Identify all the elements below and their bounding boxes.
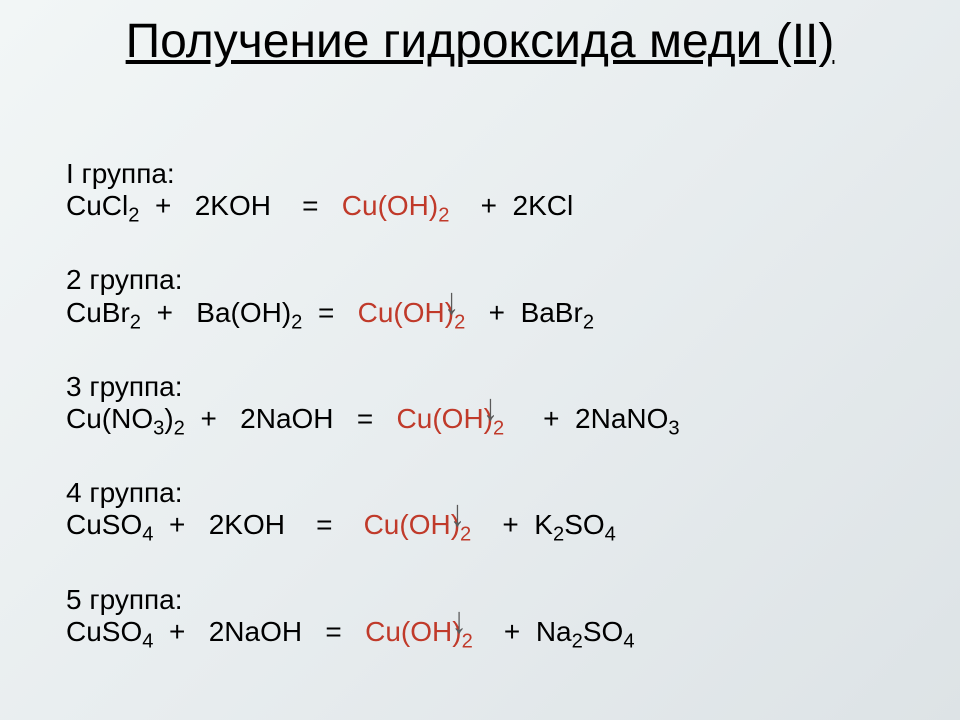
- eq3-lhs-a-mid: ): [164, 403, 173, 434]
- eq1-plus2: +: [449, 190, 512, 221]
- eq5-plus2: +: [473, 616, 536, 647]
- group-4: 4 группа: CuSO4 + 2KOH = Cu(OH)2 + K2SO4: [66, 477, 680, 541]
- eq5-rhs-sub2: 4: [623, 630, 634, 652]
- group-5-label: 5 группа:: [66, 584, 680, 616]
- eq5-lhs-a: CuSO: [66, 616, 142, 647]
- eq1-rhs: KCl: [528, 190, 573, 221]
- eq5-eq: =: [302, 616, 365, 647]
- eq5-prod: Cu(OH): [365, 616, 461, 647]
- group-1: I группа: CuCl2 + 2KOH = Cu(OH)2 + 2KCl: [66, 158, 680, 222]
- equation-2: CuBr2 + Ba(OH)2 = Cu(OH)2 + BaBr2: [66, 297, 594, 328]
- eq4-rhs-sub1: 2: [553, 524, 564, 546]
- group-4-label: 4 группа:: [66, 477, 680, 509]
- eq1-coef-b: 2: [195, 190, 211, 221]
- eq2-prod: Cu(OH): [358, 297, 454, 328]
- eq2-eq: =: [302, 297, 357, 328]
- eq2-plus1: +: [141, 297, 196, 328]
- eq4-rhs-pre: K: [534, 509, 553, 540]
- eq5-coef-b: 2: [209, 616, 225, 647]
- eq2-product: Cu(OH)2: [358, 297, 466, 328]
- eq4-rhs-sub2: 4: [605, 524, 616, 546]
- eq3-rhs-sub: 3: [668, 418, 679, 440]
- eq2-lhs-b: Ba(OH): [196, 297, 291, 328]
- group-5: 5 группа: CuSO4 + 2NaOH = Cu(OH)2 + Na2S…: [66, 584, 680, 648]
- eq1-prod: Cu(OH): [342, 190, 438, 221]
- eq1-eq: =: [271, 190, 342, 221]
- eq3-lhs-a-sub1: 3: [153, 418, 164, 440]
- eq4-coef-b: 2: [209, 509, 225, 540]
- eq4-plus1: +: [153, 509, 208, 540]
- eq5-lhs-a-sub: 4: [142, 630, 153, 652]
- eq1-plus1: +: [139, 190, 194, 221]
- eq5-product: Cu(OH)2: [365, 616, 473, 647]
- eq4-plus2: +: [471, 509, 534, 540]
- equation-4: CuSO4 + 2KOH = Cu(OH)2 + K2SO4: [66, 509, 616, 540]
- eq2-lhs-a: CuBr: [66, 297, 130, 328]
- eq5-rhs-sub1: 2: [572, 630, 583, 652]
- equation-5: CuSO4 + 2NaOH = Cu(OH)2 + Na2SO4: [66, 616, 635, 647]
- eq5-rhs-pre: Na: [536, 616, 572, 647]
- eq5-plus1: +: [153, 616, 208, 647]
- eq1-lhs-a-sub: 2: [128, 205, 139, 227]
- eq3-lhs-a-pre: Cu(NO: [66, 403, 153, 434]
- eq3-lhs-b: NaOH: [256, 403, 334, 434]
- eq3-plus1: +: [185, 403, 240, 434]
- eq2-rhs: BaBr: [521, 297, 583, 328]
- eq5-rhs-mid: SO: [583, 616, 623, 647]
- eq3-rhs-coef: 2: [575, 403, 591, 434]
- eq1-lhs-b: KOH: [210, 190, 271, 221]
- eq3-prod: Cu(OH): [397, 403, 493, 434]
- eq1-prod-sub: 2: [438, 205, 449, 227]
- eq4-prod: Cu(OH): [364, 509, 460, 540]
- eq1-product: Cu(OH)2: [342, 190, 450, 221]
- eq1-lhs-a: CuCl: [66, 190, 128, 221]
- group-2: 2 группа: CuBr2 + Ba(OH)2 = Cu(OH)2 + Ba…: [66, 264, 680, 328]
- group-1-label: I группа:: [66, 158, 680, 190]
- eq4-lhs-a-sub: 4: [142, 524, 153, 546]
- eq3-eq: =: [334, 403, 397, 434]
- eq4-eq: =: [285, 509, 364, 540]
- eq3-rhs: NaNO: [591, 403, 669, 434]
- eq2-rhs-sub: 2: [583, 311, 594, 333]
- eq3-plus2: +: [504, 403, 575, 434]
- eq4-lhs-a: CuSO: [66, 509, 142, 540]
- equations-block: I группа: CuCl2 + 2KOH = Cu(OH)2 + 2KCl …: [66, 158, 680, 648]
- eq4-product: Cu(OH)2: [364, 509, 472, 540]
- eq2-plus2: +: [465, 297, 520, 328]
- eq5-lhs-b: NaOH: [224, 616, 302, 647]
- eq4-lhs-b: KOH: [224, 509, 285, 540]
- group-2-label: 2 группа:: [66, 264, 680, 296]
- eq3-coef-b: 2: [240, 403, 256, 434]
- eq1-rhs-coef: 2: [512, 190, 528, 221]
- group-3: 3 группа: Cu(NO3)2 + 2NaOH = Cu(OH)2 + 2…: [66, 371, 680, 435]
- equation-1: CuCl2 + 2KOH = Cu(OH)2 + 2KCl: [66, 190, 573, 221]
- eq4-rhs-mid: SO: [564, 509, 604, 540]
- group-3-label: 3 группа:: [66, 371, 680, 403]
- eq2-lhs-b-sub: 2: [291, 311, 302, 333]
- eq2-lhs-a-sub: 2: [130, 311, 141, 333]
- slide-title: Получение гидроксида меди (II): [50, 16, 910, 69]
- equation-3: Cu(NO3)2 + 2NaOH = Cu(OH)2 + 2NaNO3: [66, 403, 680, 434]
- eq3-product: Cu(OH)2: [397, 403, 505, 434]
- eq3-lhs-a-sub2: 2: [174, 418, 185, 440]
